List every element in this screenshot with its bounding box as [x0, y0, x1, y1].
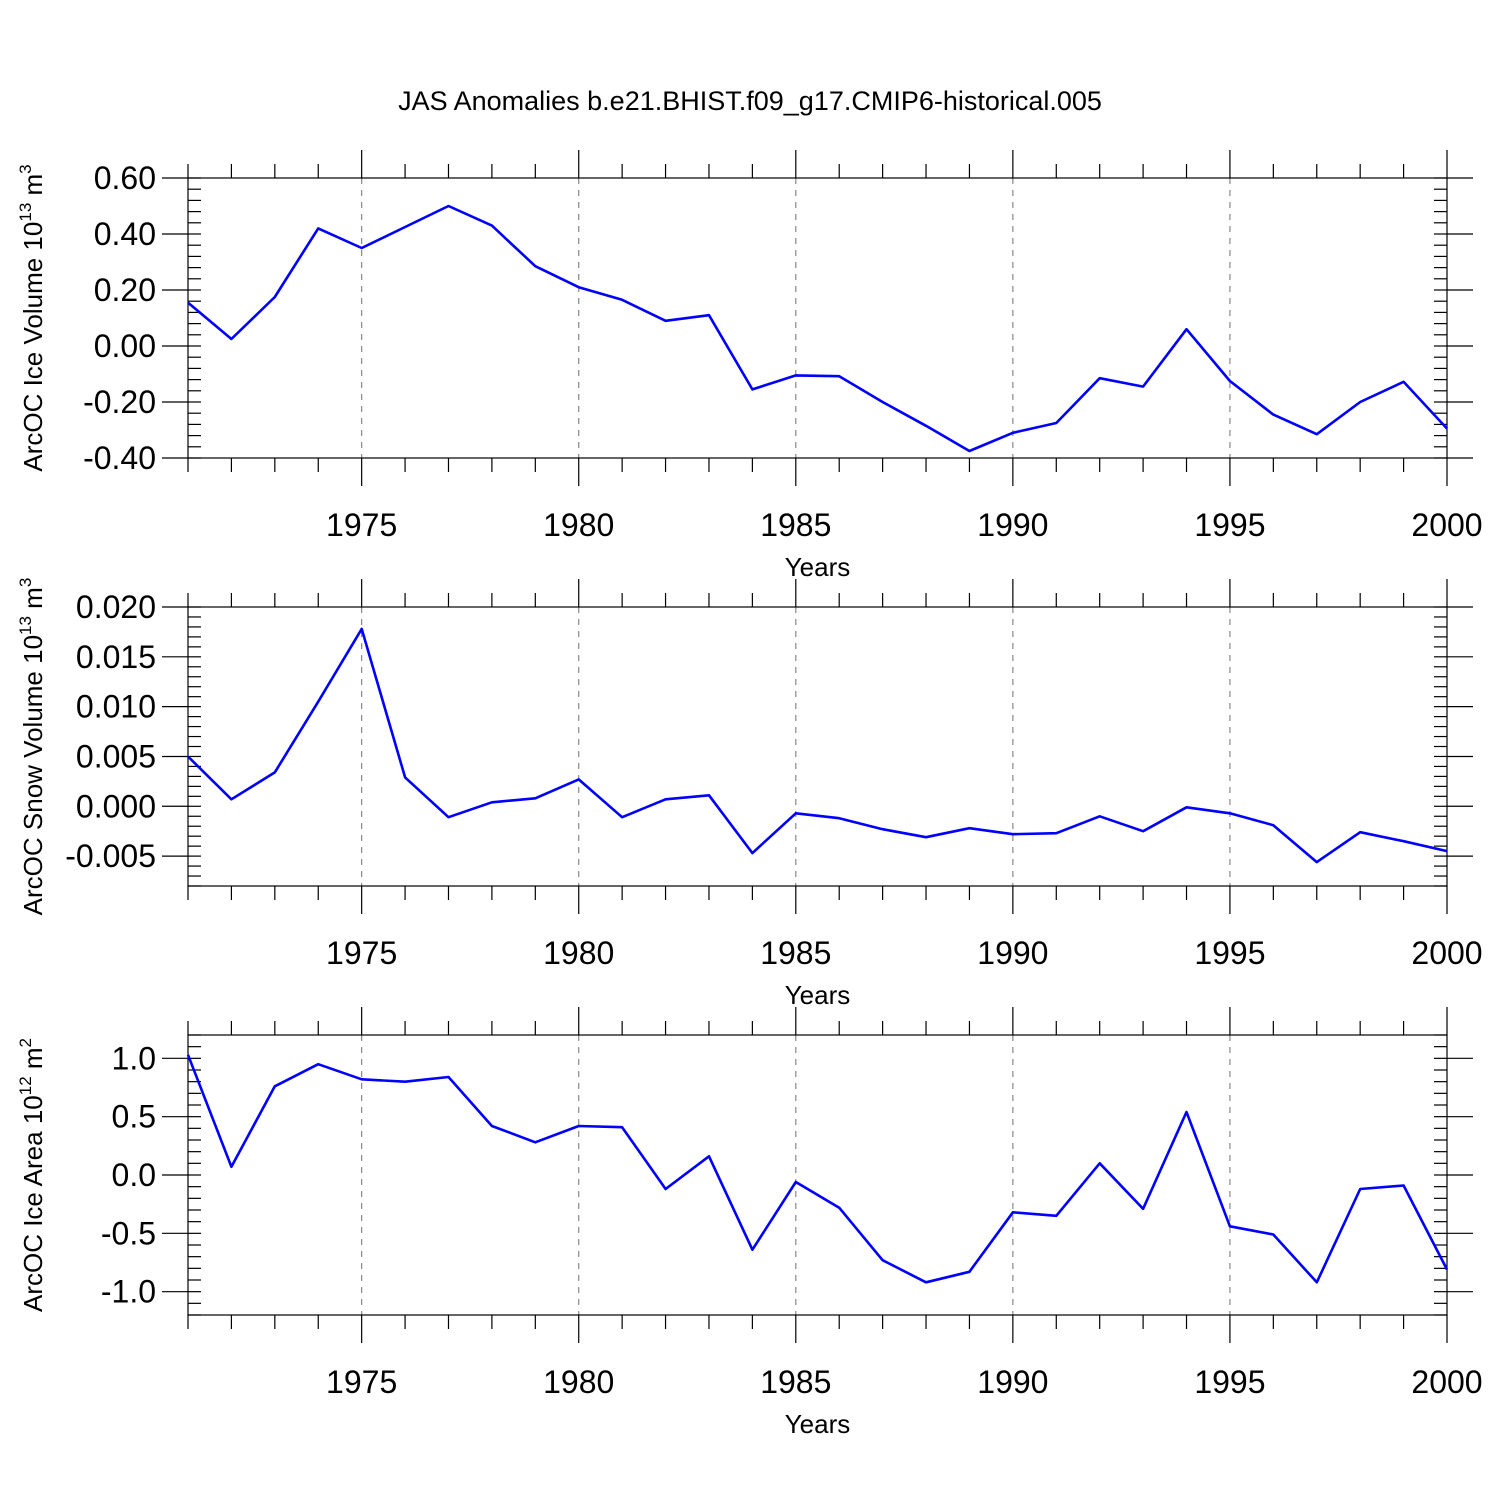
x-tick-label: 1980	[543, 935, 614, 971]
x-tick-label: 1985	[760, 935, 831, 971]
y-axis-title-unit-exp: 3	[16, 164, 35, 173]
y-tick-label: 0.00	[94, 328, 156, 364]
y-axis-title-unit: m	[18, 174, 48, 203]
x-tick-label: 1990	[977, 935, 1048, 971]
plot-frame	[187, 606, 1448, 887]
x-axis-title: Years	[785, 980, 851, 1010]
y-axis-title-unit-exp: 3	[16, 578, 35, 587]
x-tick-label: 1980	[543, 1364, 614, 1400]
plot-frame	[187, 177, 1448, 459]
x-tick-label: 1985	[760, 507, 831, 543]
y-tick-label: -1.0	[101, 1274, 156, 1310]
y-tick-label: 0.40	[94, 216, 156, 252]
y-axis-title-base: ArcOC Ice Area 10	[18, 1095, 48, 1312]
y-tick-label: -0.5	[101, 1215, 156, 1251]
y-axis-title-exp: 13	[16, 616, 35, 635]
chart-panels: -0.40 -0.20 0.00 0.20 0.40 0.60 1975 1980 1985 19…	[16, 150, 1483, 1439]
y-axis-title: ArcOC Ice Area 1012 m2	[16, 1038, 48, 1312]
y-axis-title-unit: m	[18, 587, 48, 616]
plot-frame	[187, 1034, 1448, 1316]
y-tick-label: 0.000	[76, 788, 156, 824]
y-tick-label: 0.5	[112, 1099, 156, 1135]
y-tick-label: 0.60	[94, 160, 156, 196]
x-tick-label: 1980	[543, 507, 614, 543]
x-tick-label: 1995	[1194, 1364, 1265, 1400]
chart-panel-1: -0.40 -0.20 0.00 0.20 0.40 0.60 1975 1980 1985 19…	[16, 150, 1483, 582]
y-tick-label: -0.40	[83, 440, 156, 476]
x-tick-label: 1995	[1194, 935, 1265, 971]
y-tick-label: 0.010	[76, 689, 156, 725]
y-tick-label: -0.005	[65, 838, 156, 874]
x-axis-title: Years	[785, 552, 851, 582]
x-tick-label: 1975	[326, 507, 397, 543]
chart-panel-3: -1.0 -0.5 0.0 0.5 1.0 1975 1980 1985 1990 1995 200…	[16, 1007, 1483, 1439]
x-tick-label: 1990	[977, 1364, 1048, 1400]
y-axis-title-exp: 12	[16, 1076, 35, 1095]
x-axis-title: Years	[785, 1409, 851, 1439]
y-axis-title-base: ArcOC Snow Volume 10	[18, 635, 48, 915]
y-tick-label: 1.0	[112, 1040, 156, 1076]
x-tick-label: 2000	[1411, 935, 1482, 971]
series-line	[186, 1054, 1449, 1284]
x-tick-label: 2000	[1411, 507, 1482, 543]
y-axis-title: ArcOC Ice Volume 1013 m3	[16, 164, 48, 471]
x-tick-label: 1975	[326, 1364, 397, 1400]
chart-panel-2: -0.005 0.000 0.005 0.010 0.015 0.020 1975 1980 1…	[16, 578, 1483, 1010]
series-line	[187, 204, 1448, 453]
y-axis-title-unit: m	[18, 1047, 48, 1076]
y-tick-label: 0.0	[112, 1157, 156, 1193]
y-tick-label: 0.005	[76, 738, 156, 774]
figure-title: JAS Anomalies b.e21.BHIST.f09_g17.CMIP6-…	[398, 86, 1102, 116]
y-tick-label: -0.20	[83, 384, 156, 420]
y-axis-title-base: ArcOC Ice Volume 10	[18, 222, 48, 472]
x-tick-label: 1985	[760, 1364, 831, 1400]
y-axis-title-unit-exp: 2	[16, 1038, 35, 1047]
series-line	[187, 627, 1448, 864]
x-tick-label: 2000	[1411, 1364, 1482, 1400]
y-axis-title-exp: 13	[16, 203, 35, 222]
x-tick-label: 1995	[1194, 507, 1265, 543]
x-tick-label: 1990	[977, 507, 1048, 543]
x-tick-label: 1975	[326, 935, 397, 971]
y-tick-label: 0.20	[94, 272, 156, 308]
y-tick-label: 0.020	[76, 589, 156, 625]
y-axis-title: ArcOC Snow Volume 1013 m3	[16, 578, 48, 916]
y-tick-label: 0.015	[76, 639, 156, 675]
